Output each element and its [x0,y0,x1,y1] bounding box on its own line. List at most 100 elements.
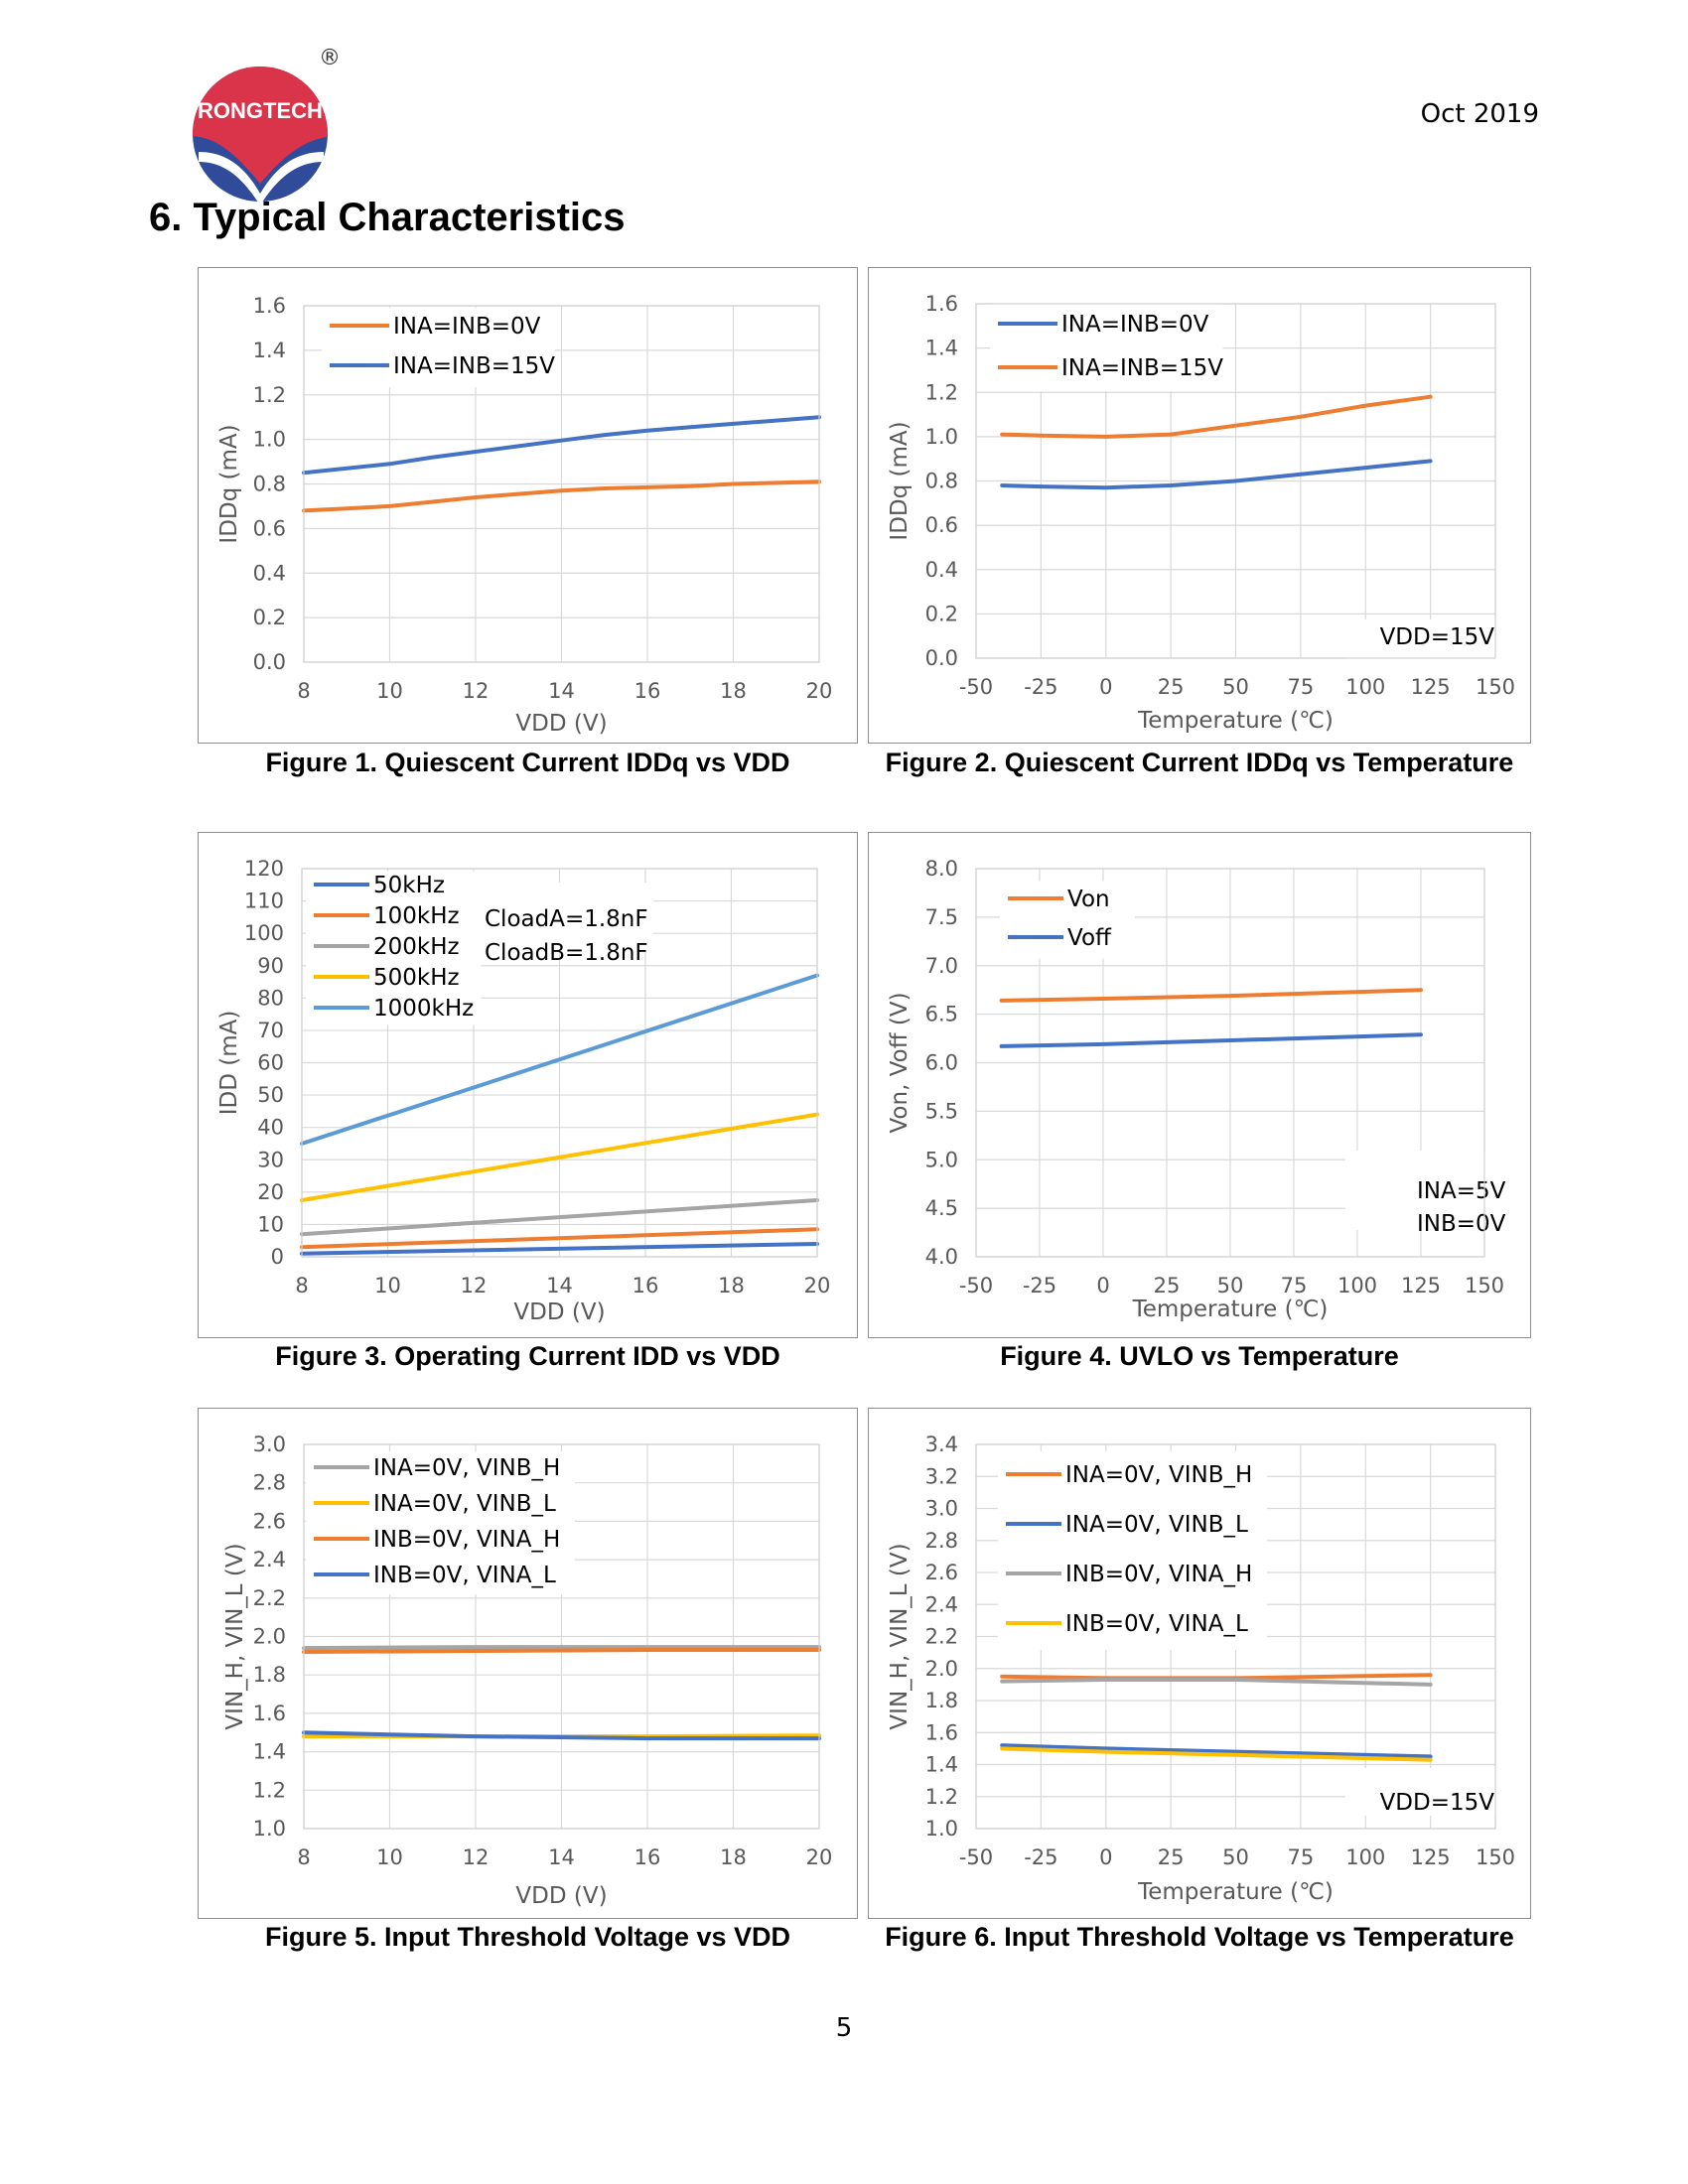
chart-figure-3: 0 10 20 30 40 50 60 70 80 90 100 110 120 8 10 12 14 16 18 2… [198,832,858,1338]
y-tick-label: 1.4 [925,337,958,360]
chart-annotation: INB=0V [1417,1211,1506,1237]
y-tick-label: 0.6 [925,513,958,537]
legend-label: Voff [1067,925,1112,951]
y-tick-label: 2.6 [925,1561,958,1584]
caption-figure-2: Figure 2. Quiescent Current IDDq vs Temp… [885,748,1514,777]
x-tick-label: 75 [1288,675,1315,699]
chart-annotation: VDD=15V [1380,624,1495,650]
x-axis-label: Temperature (℃) [1137,1879,1334,1905]
y-tick-label: 5.5 [925,1099,958,1123]
legend-label: INA=INB=15V [1061,355,1223,381]
y-tick-label: 0.4 [925,558,958,582]
chart-annotation: CloadA=1.8nF [485,906,648,932]
annotation-background [475,883,653,952]
x-tick-label: 125 [1411,675,1451,699]
fig6-svg: 1.0 1.2 1.4 1.6 1.8 2.0 2.2 2.4 2.6 2.8 3.0 3.2 3.4 -… [887,1433,1515,1905]
y-tick-label: 2.6 [253,1509,286,1533]
x-tick-label: 25 [1154,1274,1181,1297]
y-tick-label: 1.8 [925,1689,958,1712]
x-tick-label: 125 [1401,1274,1441,1297]
y-tick-label: 20 [257,1180,284,1204]
legend-label: INA=INB=0V [393,314,541,340]
legend-label: 200kHz [373,934,460,960]
fig2-svg: 0.0 0.2 0.4 0.6 0.8 1.0 1.2 1.4 1.6 -50 -25 0 25 50 75… [887,292,1515,734]
x-tick-label: 100 [1337,1274,1377,1297]
series-line-voff [999,1032,1423,1048]
y-tick-label: 2.2 [253,1586,286,1610]
caption-figure-4: Figure 4. UVLO vs Temperature [1000,1341,1399,1371]
fig1-svg: 0.0 0.2 0.4 0.6 0.8 1.0 1.2 1.4 1.6 8 10 12 14 16 18 20… [216,294,832,737]
x-tick-label: 18 [720,679,747,703]
x-tick-label: 0 [1096,1274,1109,1297]
y-tick-label: 1.6 [253,294,286,318]
series-line-50khz [300,1242,819,1256]
y-tick-label: 60 [257,1051,284,1075]
series-line-ina-inb-15v [302,415,821,476]
y-tick-label: 8.0 [925,857,958,881]
y-axis-label: IDD (mA) [216,1011,242,1116]
series-line-200khz [300,1198,819,1237]
y-tick-label: 1.4 [253,1740,286,1764]
x-axis-label: VDD (V) [515,1883,607,1909]
x-tick-label: 10 [376,1845,403,1869]
y-tick-label: 3.2 [925,1464,958,1488]
x-tick-label: 75 [1281,1274,1308,1297]
section-title: 6. Typical Characteristics [149,196,626,239]
x-axis-label: Temperature (℃) [1137,708,1334,734]
caption-figure-3: Figure 3. Operating Current IDD vs VDD [275,1341,780,1371]
legend-label: INB=0V, VINA_L [373,1563,556,1588]
y-tick-label: 6.5 [925,1003,958,1026]
chart-annotation: VDD=15V [1380,1790,1495,1816]
legend-label: INA=INB=0V [1061,312,1209,338]
caption-figure-5: Figure 5. Input Threshold Voltage vs VDD [264,1922,791,1952]
annotation-background [1345,619,1504,667]
x-tick-label: 18 [718,1274,745,1297]
x-tick-label: 12 [461,1274,488,1297]
x-tick-label: 25 [1158,1845,1185,1869]
x-axis-label: VDD (V) [513,1299,605,1325]
y-tick-label: 10 [257,1212,284,1236]
chart-figure-4: 4.0 4.5 5.0 5.5 6.0 6.5 7.0 7.5 8.0 -50 -25 0 25 50 75… [868,832,1531,1338]
y-tick-label: 2.8 [925,1529,958,1553]
legend-background [990,304,1223,391]
legend-label: INA=INB=15V [393,353,555,379]
legend-label: Von [1067,887,1110,912]
y-tick-label: 1.8 [253,1663,286,1687]
y-axis-label: IDDq (mA) [216,424,242,543]
x-tick-label: 0 [1099,675,1112,699]
x-tick-label: 14 [546,1274,573,1297]
x-tick-label: 14 [548,679,575,703]
y-tick-label: 120 [244,857,284,881]
y-tick-label: 6.0 [925,1051,958,1075]
y-tick-label: 3.4 [925,1433,958,1456]
x-tick-label: 10 [376,679,403,703]
y-tick-label: 1.2 [925,380,958,404]
document-date: Oct 2019 [1420,99,1539,129]
chart-figure-6: 1.0 1.2 1.4 1.6 1.8 2.0 2.2 2.4 2.6 2.8 3.0 3.2 3.4 -… [868,1408,1531,1919]
y-tick-label: 2.0 [253,1625,286,1649]
y-tick-label: 1.0 [253,428,286,452]
legend-label: 500kHz [373,965,460,991]
legend-background [306,1451,575,1594]
legend-label: INB=0V, VINA_H [1065,1562,1252,1587]
x-tick-label: 20 [804,1274,831,1297]
y-tick-label: 1.6 [253,1702,286,1725]
y-tick-label: 1.2 [253,1778,286,1802]
y-tick-label: 0.8 [925,470,958,493]
legend-background [322,308,555,387]
y-tick-label: 30 [257,1148,284,1171]
y-tick-label: 7.5 [925,905,958,929]
company-logo: RONGTECH ® [189,45,348,204]
fig3-svg: 0 10 20 30 40 50 60 70 80 90 100 110 120 8 10 12 14 16 18 2… [216,857,831,1325]
y-tick-label: 1.2 [253,383,286,407]
legend-label: 1000kHz [373,996,474,1022]
series-line-inb-0v-vina-h [1000,1678,1433,1687]
x-tick-label: 12 [463,679,490,703]
y-tick-label: 2.4 [253,1548,286,1571]
chart-figure-5: 1.0 1.2 1.4 1.6 1.8 2.0 2.2 2.4 2.6 2.8 3.0 8 10 12 14… [198,1408,858,1919]
x-tick-label: 150 [1476,675,1515,699]
x-tick-label: -25 [1024,1845,1057,1869]
series-line-ina-0v-vinb-l [1000,1743,1433,1759]
series-line-ina-0v-vinb-h [1000,1673,1433,1681]
y-tick-label: 5.0 [925,1148,958,1171]
